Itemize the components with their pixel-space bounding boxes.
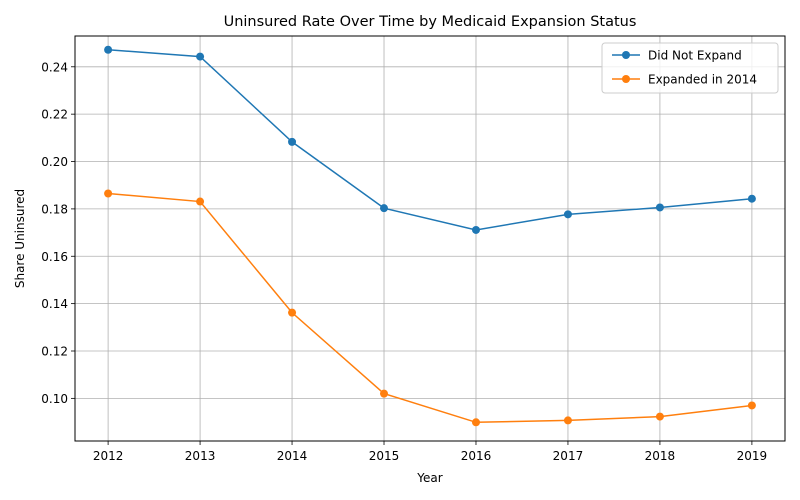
y-tick-label: 0.10 <box>41 392 68 406</box>
x-tick-label: 2017 <box>553 449 584 463</box>
series-line-expanded-in-2014 <box>108 192 752 424</box>
data-point-expanded-in-2014 <box>655 412 664 421</box>
data-point-expanded-in-2014 <box>747 401 756 410</box>
y-axis-ticks: 0.10 0.12 0.14 0.16 0.18 0.20 0.22 0.24 <box>41 60 75 406</box>
x-tick-label: 2013 <box>185 449 216 463</box>
x-tick-label: 2019 <box>737 449 768 463</box>
data-point-did-not-expand <box>563 210 572 219</box>
legend-box <box>601 42 779 94</box>
series-did-not-expand <box>104 45 756 234</box>
y-tick-label: 0.16 <box>41 250 68 264</box>
x-tick-label: 2016 <box>461 449 492 463</box>
data-point-expanded-in-2014 <box>288 308 297 317</box>
series-line-did-not-expand <box>108 48 752 231</box>
data-point-did-not-expand <box>196 52 205 61</box>
data-point-expanded-in-2014 <box>380 389 389 398</box>
data-point-expanded-in-2014 <box>196 197 205 206</box>
data-point-did-not-expand <box>380 204 389 213</box>
y-tick-label: 0.20 <box>41 155 68 169</box>
x-tick-label: 2014 <box>277 449 308 463</box>
x-axis-ticks: 2012 2013 2014 2015 2016 2017 2018 2019 <box>93 441 767 463</box>
legend-label-expanded-2014: Expanded in 2014 <box>648 73 757 87</box>
x-tick-label: 2015 <box>369 449 400 463</box>
grid <box>75 36 785 441</box>
plot-frame <box>74 35 786 442</box>
data-point-did-not-expand <box>747 194 756 203</box>
data-point-expanded-in-2014 <box>563 416 572 425</box>
x-axis-title: Year <box>416 471 442 485</box>
y-tick-label: 0.24 <box>41 60 68 74</box>
data-point-expanded-in-2014 <box>104 189 113 198</box>
data-point-did-not-expand <box>655 203 664 212</box>
data-point-did-not-expand <box>288 137 297 146</box>
y-tick-label: 0.22 <box>41 108 68 122</box>
data-point-did-not-expand <box>471 225 480 234</box>
legend-marker-did-not-expand <box>622 51 630 59</box>
y-tick-label: 0.12 <box>41 345 68 359</box>
legend: Did Not Expand Expanded in 2014 <box>601 42 779 94</box>
data-point-did-not-expand <box>104 45 113 54</box>
series-expanded-in-2014 <box>104 189 756 427</box>
legend-label-did-not-expand: Did Not Expand <box>648 49 742 63</box>
x-tick-label: 2012 <box>93 449 124 463</box>
y-tick-label: 0.14 <box>41 297 68 311</box>
y-axis-title: Share Uninsured <box>13 189 27 288</box>
legend-marker-expanded-2014 <box>622 75 630 83</box>
series-group <box>104 45 756 427</box>
data-point-expanded-in-2014 <box>471 418 480 427</box>
x-tick-label: 2018 <box>645 449 676 463</box>
chart-title: Uninsured Rate Over Time by Medicaid Exp… <box>224 14 637 30</box>
y-tick-label: 0.18 <box>41 202 68 216</box>
